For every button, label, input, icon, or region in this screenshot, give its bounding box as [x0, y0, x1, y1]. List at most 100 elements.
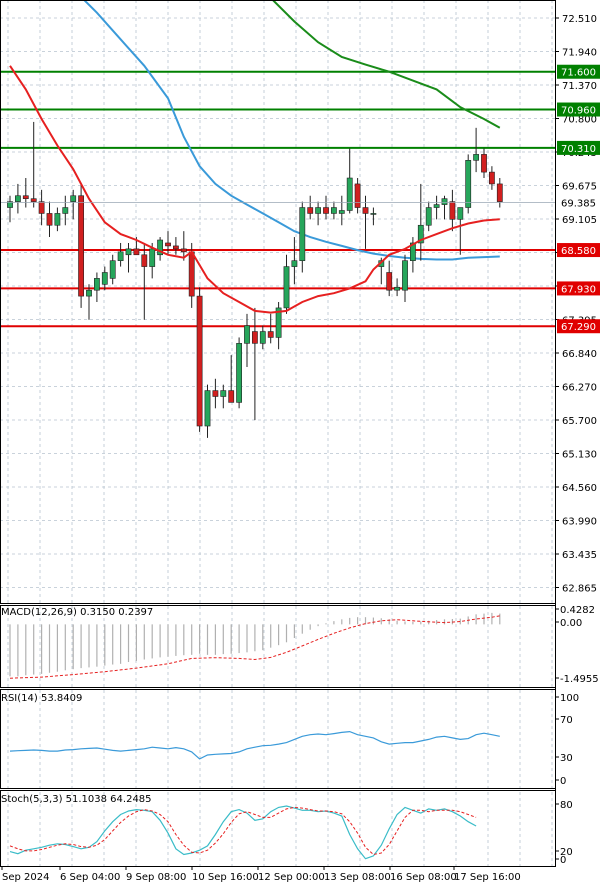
candle — [46, 201, 53, 238]
candle — [346, 148, 353, 214]
rsi-tick-label: 0 — [560, 776, 566, 787]
macd-label: MACD(12,26,9) 0.3150 0.2397 — [1, 607, 153, 618]
time-axis: Sep 2024 6 Sep 04:00 9 Sep 08:00 10 Sep 16:… — [1, 866, 521, 883]
price-tick-label: 65.700 — [562, 416, 597, 427]
candle-body — [473, 154, 479, 161]
candle — [370, 207, 377, 226]
candle — [457, 207, 464, 255]
candle — [212, 378, 219, 409]
candle-body — [252, 331, 258, 344]
macd-tick-label: 0.00 — [560, 618, 582, 629]
candle — [7, 195, 13, 223]
candle-body — [275, 307, 282, 338]
candle — [330, 201, 337, 220]
candle-body — [283, 266, 290, 309]
candle — [78, 183, 84, 308]
candle — [449, 189, 456, 232]
candle — [220, 384, 227, 409]
ma-slow-line — [271, 0, 501, 129]
candle — [252, 307, 258, 421]
candle-body — [386, 272, 393, 291]
candle — [244, 313, 250, 367]
level-tag — [557, 140, 600, 155]
candle-body — [354, 183, 361, 208]
stoch-tick-label: 80 — [560, 800, 573, 811]
candle — [165, 231, 171, 255]
stoch-label: Stoch(5,3,3) 51.1038 64.2485 — [1, 794, 152, 805]
stoch-tick-label: 0 — [560, 855, 566, 866]
rsi-tick-label: 100 — [560, 693, 579, 704]
price-tick-label: 64.560 — [562, 483, 597, 494]
candle-body — [86, 289, 92, 297]
candle-body — [15, 195, 21, 202]
macd-pane: MACD(12,26,9) 0.3150 0.2397 0.4282 0.00 -1… — [1, 605, 599, 685]
candle-body — [101, 272, 108, 285]
stoch-pane: Stoch(5,3,3) 51.1038 64.2485 80 200 — [1, 794, 573, 866]
level-label: 70.310 — [561, 144, 596, 155]
candle-body — [212, 390, 219, 397]
candle — [228, 355, 235, 403]
candle — [473, 127, 479, 173]
stoch-tick-label: 20 — [560, 847, 573, 858]
candle — [15, 183, 21, 214]
candle — [70, 189, 77, 220]
level-label: 68.580 — [561, 246, 596, 257]
candle-body — [433, 204, 440, 208]
stoch-d-line — [9, 806, 477, 856]
time-label: 6 Sep 04:00 — [60, 872, 120, 883]
candle-body — [188, 251, 195, 297]
rsi-tick-label: 70 — [560, 715, 573, 726]
candle-body — [7, 201, 13, 208]
candle-body — [196, 295, 203, 427]
candle-body — [30, 198, 37, 202]
candle-body — [94, 278, 100, 291]
candle — [307, 195, 314, 220]
candle — [409, 237, 416, 273]
macd-tick-label: 0.4282 — [560, 605, 595, 616]
candle-body — [228, 390, 235, 403]
price-tick-label: 62.865 — [562, 584, 597, 595]
candle-body — [465, 160, 472, 208]
candle-body — [370, 213, 377, 215]
candle-body — [133, 248, 140, 256]
candle-body — [299, 207, 306, 261]
candle-body — [417, 224, 424, 244]
level-tag — [557, 102, 600, 117]
candle — [196, 287, 203, 432]
level-tag — [557, 319, 600, 334]
candle — [86, 284, 92, 320]
candle — [259, 325, 266, 350]
macd-signal-line — [9, 615, 500, 679]
candle-body — [338, 210, 345, 214]
candle — [30, 121, 37, 208]
candle-body — [409, 242, 416, 261]
candle — [433, 195, 440, 220]
candle — [465, 154, 472, 214]
candle-body — [394, 286, 400, 291]
price-tick-label: 70.800 — [562, 115, 597, 126]
price-tick-label: 63.990 — [562, 517, 597, 528]
candle — [141, 242, 148, 320]
candle-body — [315, 207, 321, 214]
candle-body — [488, 171, 495, 185]
candle — [204, 384, 211, 438]
candle — [354, 178, 361, 214]
candle — [173, 237, 179, 255]
current-price-tag — [557, 195, 600, 210]
candle — [22, 178, 29, 208]
candle — [54, 207, 61, 232]
time-label: 10 Sep 16:00 — [192, 872, 259, 883]
price-tick-label: 63.435 — [562, 550, 597, 561]
level-tag — [557, 64, 600, 79]
time-label: 13 Sep 08:00 — [324, 872, 391, 883]
candle — [236, 337, 242, 409]
candle — [481, 148, 487, 179]
candle — [62, 195, 69, 226]
time-label: 16 Sep 08:00 — [390, 872, 457, 883]
candle-body — [38, 201, 45, 214]
candle-body — [180, 248, 187, 253]
candle-body — [78, 195, 84, 297]
candle — [38, 189, 45, 226]
candle-body — [125, 248, 132, 256]
